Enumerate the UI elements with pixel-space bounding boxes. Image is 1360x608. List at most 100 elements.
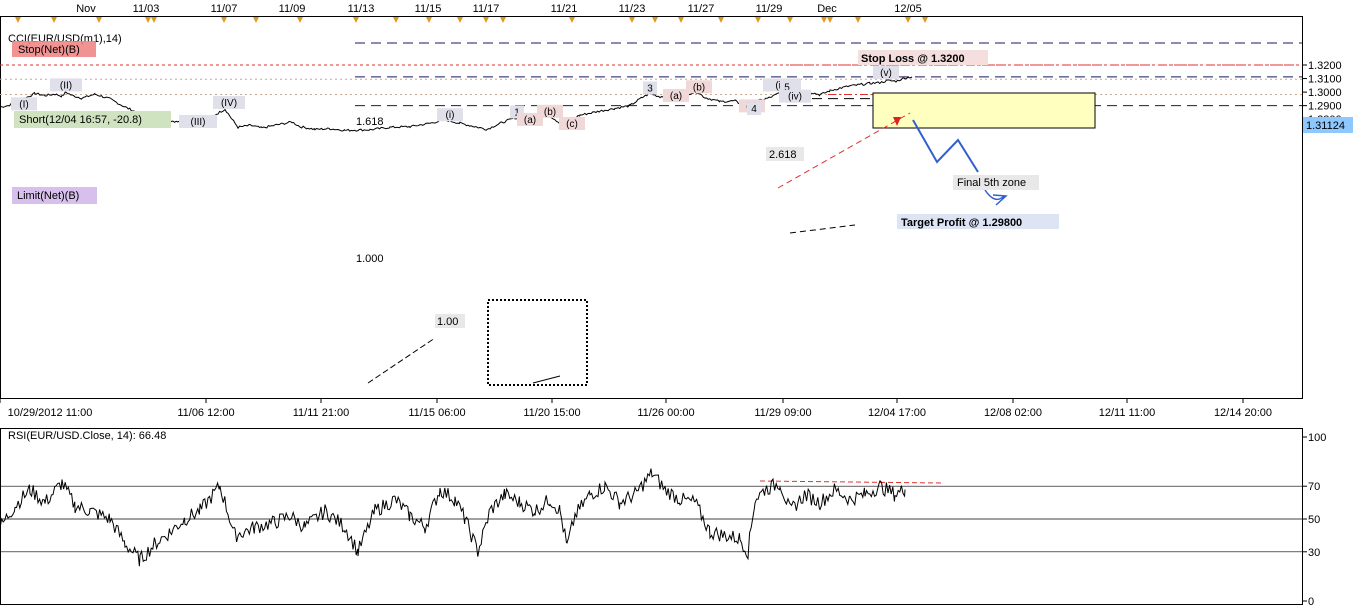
time-tick-label: 12/08 02:00 [984, 407, 1042, 419]
final-wave-zone [872, 92, 1096, 129]
top-date-label: 11/03 [133, 3, 160, 15]
wave-label-bg [537, 104, 563, 118]
session-marker-icon [393, 17, 399, 23]
session-marker-icon [922, 17, 928, 23]
session-marker-icon [755, 17, 761, 23]
session-marker-icon [15, 17, 21, 23]
session-marker-icon [96, 17, 102, 23]
fib-2618-label-bg [766, 147, 804, 161]
top-date-label: 11/23 [619, 3, 646, 15]
short-badge: Short(12/04 16:57, -20.8) [19, 114, 142, 126]
wave-label: (IV) [221, 98, 237, 109]
time-tick-label: 10/29/2012 11:00 [8, 407, 93, 419]
time-tick-label: 12/14 20:00 [1214, 407, 1272, 419]
time-tick-label: 11/15 06:00 [408, 407, 465, 419]
time-tick-label: 11/29 09:00 [754, 407, 811, 419]
current-price-tag [1303, 117, 1353, 133]
session-marker-icon [905, 17, 911, 23]
price-tick-label: 1.3000 [1308, 87, 1342, 99]
wave-label: (c) [566, 119, 578, 130]
wave-label: (b) [544, 107, 556, 118]
top-date-label: 11/17 [473, 3, 500, 15]
session-marker-icon [652, 17, 658, 23]
target-profit-label: Target Profit @ 1.29800 [901, 217, 1022, 229]
wave-label: (III) [191, 117, 206, 128]
wave-label: (i) [446, 110, 455, 121]
wave-label: (I) [19, 99, 28, 110]
session-marker-icon [629, 17, 635, 23]
session-marker-icon [787, 17, 793, 23]
time-tick-label: 12/04 17:00 [868, 407, 926, 419]
trendline [367, 337, 436, 384]
price-tick-label: 1.3100 [1308, 74, 1342, 86]
top-date-label: Nov [76, 3, 96, 15]
trendline [532, 375, 561, 384]
time-tick-label: 11/26 00:00 [637, 407, 694, 419]
short-badge-bg [14, 111, 171, 128]
top-date-label: 11/13 [348, 3, 375, 15]
top-date-label: 12/05 [894, 3, 922, 15]
trendlines [367, 112, 911, 384]
wave-label-bg [663, 88, 689, 102]
trendline [789, 224, 856, 234]
rsi-tick-label: 0 [1308, 596, 1314, 608]
time-axis: 10/29/2012 11:00 11/06 12:00 11/11 21:00 11… [0, 398, 1272, 419]
wave-label-bg [686, 80, 712, 94]
session-marker-icon [678, 17, 684, 23]
top-date-axis: Nov 11/03 11/07 11/09 11/13 11/15 11/17 11/21 11… [15, 3, 928, 23]
wave-label-bg [213, 96, 245, 110]
wave-label: 5 [784, 82, 790, 93]
wave-label-bg [747, 102, 761, 116]
wave-label: (v) [880, 68, 892, 79]
projection-arrow [912, 119, 979, 173]
session-marker-icon [827, 17, 833, 23]
rsi-tick-label: 30 [1308, 547, 1320, 559]
wave-box [487, 299, 588, 386]
top-date-label: Dec [817, 3, 837, 15]
session-marker-icon [457, 17, 463, 23]
wave-labels: (I)(II)(III)(IV)(i)1(a)(b)(c)3(a)(b)(c)4… [11, 65, 899, 131]
rsi-panel-frame [0, 428, 1303, 605]
wave-label-bg [11, 97, 37, 111]
top-date-label: 11/21 [551, 3, 578, 15]
projection-arrow-tip [984, 189, 1008, 206]
rsi-series-line [0, 468, 906, 567]
wave-label: 3 [647, 84, 653, 95]
wave-label-bg [50, 78, 82, 92]
stop-loss-label: Stop Loss @ 1.3200 [861, 53, 965, 65]
session-marker-icon [569, 17, 575, 23]
session-marker-icon [253, 17, 259, 23]
stop-badge: Stop(Net)(B) [18, 44, 80, 56]
session-marker-icon [426, 17, 432, 23]
stop-badge-bg [12, 41, 96, 57]
session-marker-icon [718, 17, 724, 23]
wave-label: (b) [693, 82, 705, 93]
fib-2618-label: 2.618 [769, 149, 797, 161]
session-marker-icon [151, 17, 157, 23]
entry-marker-icon [893, 117, 901, 126]
session-marker-icon [297, 17, 303, 23]
price-tick-label: 1.3200 [1308, 60, 1342, 72]
top-date-label: 11/15 [415, 3, 442, 15]
fib-100-label-bg [435, 314, 465, 328]
fib-100-label: 1.00 [437, 316, 458, 328]
price-tick-label: 1.2900 [1308, 101, 1342, 113]
time-tick-label: 11/20 15:00 [523, 407, 580, 419]
rsi-axis: 100 70 50 30 0 [1302, 432, 1326, 608]
wave-label: (a) [670, 91, 682, 102]
final-zone-label-bg [953, 175, 1039, 190]
target-profit-label-bg [897, 214, 1059, 229]
current-price: 1.31124 [1306, 120, 1345, 132]
session-marker-icon [353, 17, 359, 23]
final-zone-label: Final 5th zone [957, 177, 1026, 189]
rsi-tick-label: 70 [1308, 481, 1320, 493]
top-date-label: 11/07 [211, 3, 238, 15]
stop-loss-label-bg [858, 50, 988, 65]
time-tick-label: 11/11 21:00 [293, 407, 349, 419]
trendline [777, 112, 911, 189]
time-tick-label: 12/11 11:00 [1099, 407, 1155, 419]
top-date-label: 11/29 [756, 3, 783, 15]
session-marker-icon [145, 17, 151, 23]
fib-1618-label: 1.618 [356, 116, 384, 128]
